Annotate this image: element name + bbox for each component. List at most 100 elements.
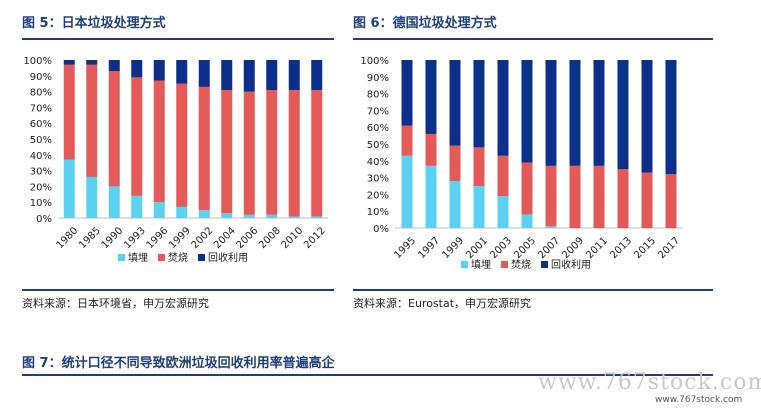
bar-segment-landfill [131, 195, 143, 218]
bar-segment-incineration [86, 64, 98, 177]
x-tick-label: 2010 [280, 225, 306, 251]
y-tick-label: 90% [367, 73, 389, 84]
fig7-title: 图 7：统计口径不同导致欧洲垃圾回收利用率普遍高企 [22, 356, 335, 371]
y-tick-label: 60% [367, 123, 389, 134]
bar-segment-landfill [425, 165, 437, 228]
x-tick-label: 2006 [235, 225, 261, 251]
y-tick-label: 10% [30, 198, 52, 209]
bar-segment-landfill [266, 214, 278, 218]
bar-segment-landfill [198, 210, 210, 218]
bar-segment-incineration [665, 174, 677, 228]
x-tick-label: 1996 [145, 225, 171, 251]
bar-segment-recycling [617, 60, 629, 170]
bar-segment-incineration [176, 83, 188, 207]
x-tick-label: 2001 [464, 235, 490, 261]
x-tick-label: 1997 [416, 235, 442, 261]
bar-segment-incineration [473, 147, 485, 186]
legend-swatch [461, 261, 468, 268]
y-tick-label: 70% [30, 103, 52, 114]
bar-segment-landfill [243, 214, 255, 218]
x-tick-label: 2009 [560, 235, 586, 261]
legend-label: 焚烧 [511, 258, 531, 271]
bar-segment-landfill [108, 186, 120, 218]
bar-segment-incineration [311, 90, 323, 217]
bar-segment-recycling [311, 60, 323, 91]
fig6-top-rule [353, 38, 713, 40]
bar-segment-incineration [153, 80, 165, 203]
bar-segment-landfill [153, 202, 165, 218]
bar-segment-landfill [288, 216, 300, 218]
x-tick-label: 2011 [584, 235, 610, 261]
x-tick-label: 2008 [257, 225, 283, 251]
legend-swatch [158, 254, 165, 261]
legend-swatch [118, 254, 125, 261]
bar-segment-landfill [63, 159, 75, 218]
bar-segment-incineration [569, 165, 581, 228]
fig6-title: 图 6：德国垃圾处理方式 [353, 16, 497, 31]
bar-segment-recycling [176, 60, 188, 84]
fig5-bottom-rule [22, 289, 334, 291]
legend-swatch [198, 254, 205, 261]
legend-label: 填埋 [128, 251, 148, 264]
bar-segment-recycling [131, 60, 143, 78]
x-tick-label: 2002 [190, 225, 216, 251]
legend-swatch [541, 261, 548, 268]
legend-swatch [501, 261, 508, 268]
fig6-source: 资料来源：Eurostat，申万宏源研究 [353, 297, 532, 310]
bar-segment-incineration [545, 165, 557, 227]
bar-segment-recycling [497, 60, 509, 156]
bar-segment-recycling [401, 60, 413, 126]
bar-segment-recycling [198, 60, 210, 87]
bar-segment-recycling [63, 60, 75, 65]
fig6-chart: 0%10%20%30%40%50%60%70%80%90%100%1995199… [360, 56, 683, 271]
x-tick-label: 2015 [632, 235, 658, 261]
y-tick-label: 50% [30, 135, 52, 146]
bar-segment-incineration [401, 125, 413, 156]
bar-segment-landfill [401, 155, 413, 228]
y-tick-label: 90% [30, 72, 52, 83]
bar-segment-incineration [497, 155, 509, 197]
y-tick-label: 20% [367, 190, 389, 201]
bar-segment-landfill [473, 186, 485, 228]
bar-segment-recycling [266, 60, 278, 91]
bar-segment-incineration [131, 77, 143, 196]
x-tick-label: 2017 [656, 235, 682, 261]
x-tick-label: 2012 [302, 225, 328, 251]
bar-segment-incineration [521, 162, 533, 215]
bar-segment-incineration [617, 169, 629, 228]
x-tick-label: 2005 [512, 235, 538, 261]
fig5-source: 资料来源：日本环境省，申万宏源研究 [22, 297, 209, 310]
y-tick-label: 40% [367, 157, 389, 168]
bar-segment-landfill [86, 176, 98, 218]
bar-segment-landfill [449, 180, 461, 228]
bar-segment-incineration [593, 165, 605, 228]
y-tick-label: 10% [367, 207, 389, 218]
x-tick-label: 2007 [536, 235, 562, 261]
bar-segment-landfill [221, 213, 233, 218]
bar-segment-incineration [641, 172, 653, 228]
x-tick-label: 1993 [122, 225, 148, 251]
y-tick-label: 100% [360, 56, 389, 67]
x-tick-label: 1999 [167, 225, 193, 251]
bar-segment-recycling [641, 60, 653, 173]
y-tick-label: 0% [36, 214, 52, 225]
y-tick-label: 70% [367, 106, 389, 117]
y-tick-label: 80% [367, 90, 389, 101]
bar-segment-landfill [497, 196, 509, 228]
bar-segment-incineration [425, 133, 437, 166]
watermark: www.767stock.com [538, 370, 761, 395]
bar-segment-recycling [243, 60, 255, 92]
bar-segment-recycling [288, 60, 300, 91]
x-tick-label: 1990 [100, 225, 126, 251]
bar-segment-recycling [449, 60, 461, 146]
bar-segment-recycling [425, 60, 437, 134]
x-tick-label: 1985 [77, 225, 103, 251]
bar-segment-landfill [176, 206, 188, 218]
bar-segment-landfill [311, 216, 323, 218]
bar-segment-incineration [288, 90, 300, 217]
watermark-sub: www.767stock.com [655, 395, 743, 405]
bar-segment-recycling [221, 60, 233, 91]
y-tick-label: 0% [373, 224, 389, 235]
y-tick-label: 50% [367, 140, 389, 151]
bar-segment-incineration [449, 145, 461, 181]
